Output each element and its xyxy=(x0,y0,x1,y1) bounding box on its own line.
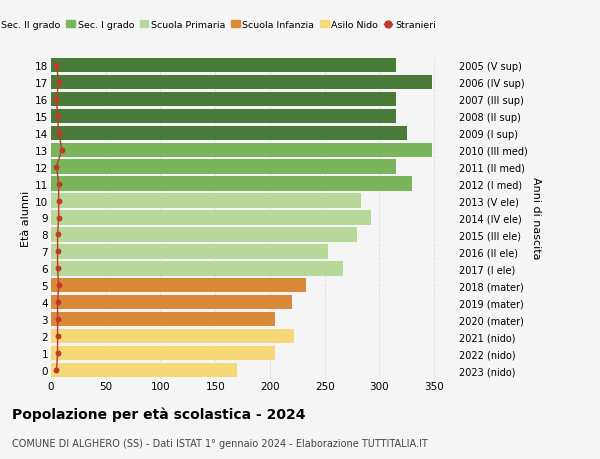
Point xyxy=(53,316,62,323)
Bar xyxy=(51,279,306,293)
Point xyxy=(53,350,62,357)
Bar xyxy=(51,143,432,157)
Point xyxy=(52,367,61,374)
Point xyxy=(53,113,62,120)
Bar xyxy=(51,346,275,360)
Point xyxy=(54,130,64,137)
Point xyxy=(54,214,64,222)
Legend: Sec. II grado, Sec. I grado, Scuola Primaria, Scuola Infanzia, Asilo Nido, Stran: Sec. II grado, Sec. I grado, Scuola Prim… xyxy=(0,17,440,34)
Bar xyxy=(51,228,358,242)
Bar xyxy=(51,329,294,344)
Bar xyxy=(51,262,343,276)
Point xyxy=(52,163,61,171)
Text: Popolazione per età scolastica - 2024: Popolazione per età scolastica - 2024 xyxy=(12,406,305,421)
Point xyxy=(53,231,62,239)
Point xyxy=(53,248,62,256)
Point xyxy=(54,197,64,205)
Bar xyxy=(51,126,407,140)
Point xyxy=(53,299,62,306)
Point xyxy=(53,265,62,273)
Bar xyxy=(51,59,396,73)
Text: COMUNE DI ALGHERO (SS) - Dati ISTAT 1° gennaio 2024 - Elaborazione TUTTITALIA.IT: COMUNE DI ALGHERO (SS) - Dati ISTAT 1° g… xyxy=(12,438,428,448)
Bar xyxy=(51,177,412,191)
Point xyxy=(57,147,67,154)
Bar xyxy=(51,245,328,259)
Bar xyxy=(51,312,275,327)
Bar xyxy=(51,76,432,90)
Point xyxy=(53,333,62,340)
Point xyxy=(52,96,61,103)
Bar xyxy=(51,194,361,208)
Point xyxy=(54,282,64,289)
Point xyxy=(52,62,61,69)
Y-axis label: Anni di nascita: Anni di nascita xyxy=(532,177,541,259)
Bar xyxy=(51,296,292,310)
Bar xyxy=(51,363,237,377)
Bar xyxy=(51,211,371,225)
Y-axis label: Età alunni: Età alunni xyxy=(21,190,31,246)
Bar xyxy=(51,109,396,124)
Bar xyxy=(51,92,396,107)
Point xyxy=(54,79,64,86)
Point xyxy=(54,180,64,188)
Bar xyxy=(51,160,396,174)
